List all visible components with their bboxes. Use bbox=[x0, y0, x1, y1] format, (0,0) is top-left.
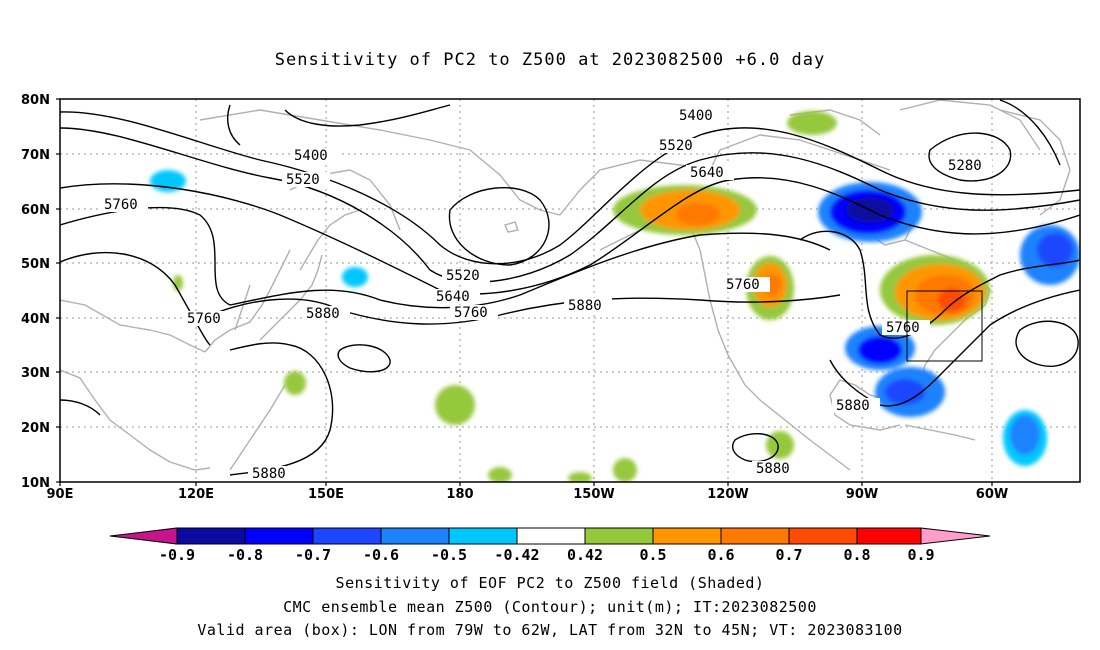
x-label: 60W bbox=[976, 487, 1008, 502]
x-label: 150E bbox=[308, 487, 344, 502]
x-label: 120W bbox=[707, 487, 748, 502]
y-label: 80N bbox=[21, 93, 50, 108]
svg-text:5880: 5880 bbox=[568, 298, 602, 314]
colorbar-tick-labels: -0.9 -0.8 -0.7 -0.6 -0.5 -0.42 0.42 0.5 … bbox=[159, 546, 935, 564]
colorbar-segment bbox=[176, 527, 246, 545]
z500-contours bbox=[60, 99, 1080, 476]
plot-frame bbox=[59, 98, 1081, 483]
svg-text:5760: 5760 bbox=[454, 305, 488, 321]
colorbar-tick: 0.42 bbox=[567, 546, 603, 564]
x-label: 180 bbox=[446, 487, 473, 502]
svg-text:5880: 5880 bbox=[306, 306, 340, 322]
colorbar-segment bbox=[920, 527, 991, 545]
svg-text:5760: 5760 bbox=[726, 277, 760, 293]
colorbar-segment bbox=[448, 527, 518, 545]
svg-text:5400: 5400 bbox=[294, 148, 328, 164]
svg-text:5760: 5760 bbox=[187, 311, 221, 327]
colorbar-tick: -0.8 bbox=[227, 546, 263, 564]
valid-area-box bbox=[906, 290, 983, 362]
colorbar-tick: 0.5 bbox=[639, 546, 666, 564]
colorbar-tick: -0.6 bbox=[363, 546, 399, 564]
colorbar-segment bbox=[584, 527, 654, 545]
colorbar-segment bbox=[244, 527, 314, 545]
colorbar-tick: 0.7 bbox=[775, 546, 802, 564]
grid-lines bbox=[60, 99, 1080, 482]
y-label: 30N bbox=[21, 366, 50, 381]
svg-text:5520: 5520 bbox=[446, 268, 480, 284]
colorbar-segment bbox=[652, 527, 722, 545]
footer-line-3: Valid area (box): LON from 79W to 62W, L… bbox=[197, 621, 903, 639]
colorbar-segment bbox=[720, 527, 790, 545]
colorbar bbox=[109, 527, 991, 545]
svg-text:5760: 5760 bbox=[886, 320, 920, 336]
y-label: 60N bbox=[21, 203, 50, 218]
y-label: 40N bbox=[21, 312, 50, 327]
colorbar-segment bbox=[312, 527, 382, 545]
x-axis-labels: 90E 120E 150E 180 150W 120W 90W 60W bbox=[47, 487, 1009, 502]
x-label: 120E bbox=[178, 487, 214, 502]
axis-ticks bbox=[56, 98, 993, 486]
svg-text:5280: 5280 bbox=[948, 158, 982, 174]
y-label: 70N bbox=[21, 148, 50, 163]
colorbar-tick: -0.5 bbox=[431, 546, 467, 564]
colorbar-tick: 0.9 bbox=[907, 546, 934, 564]
colorbar-tick: 0.6 bbox=[707, 546, 734, 564]
y-label: 10N bbox=[21, 476, 50, 491]
x-label: 90W bbox=[846, 487, 878, 502]
colorbar-tick: 0.8 bbox=[843, 546, 870, 564]
x-label: 90E bbox=[47, 487, 74, 502]
shaded-sensitivity bbox=[150, 111, 1080, 482]
colorbar-tick: -0.9 bbox=[159, 546, 195, 564]
contour-labels: 5400 5400 5520 5520 5520 5640 5640 5760 … bbox=[100, 108, 992, 482]
y-axis-labels: 80N 70N 60N 50N 40N 30N 20N 10N bbox=[21, 93, 50, 491]
footer-line-1: Sensitivity of EOF PC2 to Z500 field (Sh… bbox=[335, 574, 765, 592]
y-label: 20N bbox=[21, 421, 50, 436]
y-label: 50N bbox=[21, 257, 50, 272]
colorbar-tick: -0.7 bbox=[295, 546, 331, 564]
svg-text:5520: 5520 bbox=[659, 138, 693, 154]
svg-text:5880: 5880 bbox=[756, 461, 790, 477]
colorbar-segment bbox=[788, 527, 858, 545]
colorbar-segment bbox=[856, 527, 922, 545]
svg-text:5880: 5880 bbox=[836, 398, 870, 414]
svg-text:5640: 5640 bbox=[436, 289, 470, 305]
svg-text:5760: 5760 bbox=[104, 197, 138, 213]
colorbar-segment bbox=[516, 527, 586, 545]
map-title: Sensitivity of PC2 to Z500 at 2023082500… bbox=[274, 50, 826, 70]
svg-text:5400: 5400 bbox=[679, 108, 713, 124]
svg-text:5640: 5640 bbox=[690, 165, 724, 181]
colorbar-segment bbox=[109, 527, 178, 545]
svg-text:5880: 5880 bbox=[252, 466, 286, 482]
colorbar-tick: -0.42 bbox=[494, 546, 539, 564]
svg-text:5520: 5520 bbox=[286, 172, 320, 188]
footer-line-2: CMC ensemble mean Z500 (Contour); unit(m… bbox=[283, 598, 817, 616]
x-label: 150W bbox=[573, 487, 614, 502]
colorbar-segment bbox=[380, 527, 450, 545]
